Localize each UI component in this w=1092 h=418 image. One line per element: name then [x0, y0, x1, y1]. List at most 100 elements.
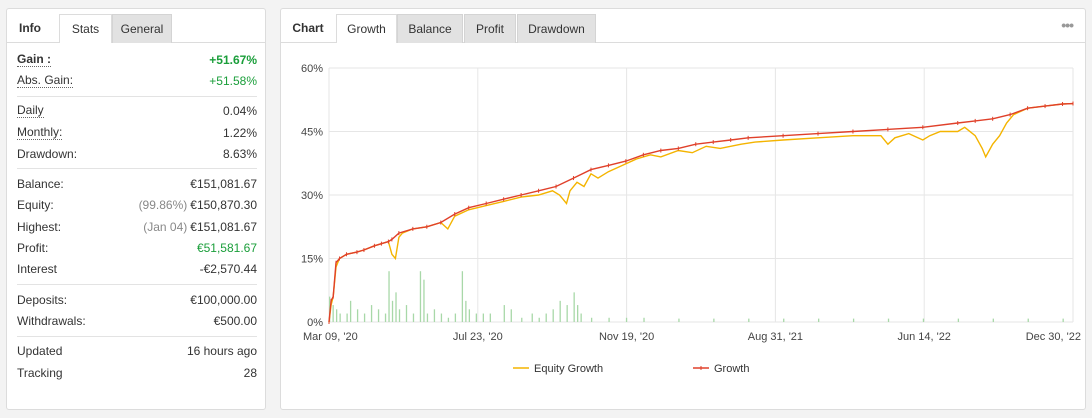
volume-bar	[391, 300, 394, 322]
tab-drawdown[interactable]: Drawdown	[517, 14, 596, 43]
deposits-label: Deposits:	[17, 292, 68, 307]
deposits-value: €100,000.00	[190, 292, 257, 307]
volume-bar	[405, 305, 408, 322]
tracking-label: Tracking	[17, 365, 63, 380]
y-tick-label: 45%	[301, 127, 323, 139]
volume-bar	[531, 313, 533, 322]
gain-label[interactable]: Gain :	[17, 51, 52, 67]
stat-deposits: Deposits: €100,000.00	[17, 289, 257, 310]
volume-bar	[922, 318, 925, 322]
x-tick-label: Jun 14, '22	[897, 331, 950, 343]
monthly-label[interactable]: Monthly:	[17, 124, 63, 140]
drawdown-label: Drawdown:	[17, 146, 78, 161]
gain-value: +51.67%	[209, 52, 257, 67]
tab-balance[interactable]: Balance	[397, 14, 463, 43]
highest-date: (Jan 04)	[143, 219, 188, 234]
stat-monthly: Monthly: 1.22%	[17, 122, 257, 143]
more-dots-icon[interactable]: •••	[1061, 17, 1074, 33]
abs-gain-label[interactable]: Abs. Gain:	[17, 72, 74, 88]
tab-profit[interactable]: Profit	[464, 14, 516, 43]
volume-bar	[384, 313, 387, 322]
equity-value: €150,870.30	[190, 198, 257, 213]
volume-bar	[510, 309, 512, 322]
stat-highest: Highest: (Jan 04) €151,081.67	[17, 216, 257, 237]
volume-bar	[545, 313, 547, 322]
volume-bar	[388, 271, 390, 322]
stat-withdrawals: Withdrawals: €500.00	[17, 310, 257, 331]
x-tick-label: Nov 19, '20	[599, 331, 654, 343]
stats-list: Gain : +51.67% Abs. Gain: +51.58% Daily …	[7, 43, 265, 383]
volume-bar	[433, 309, 436, 322]
stat-daily: Daily 0.04%	[17, 101, 257, 122]
volume-bar	[713, 318, 715, 322]
divider	[17, 95, 257, 97]
volume-bar	[559, 300, 561, 322]
highest-value: €151,081.67	[190, 219, 257, 234]
tab-chart[interactable]: Chart	[292, 21, 324, 35]
volume-bar	[818, 318, 820, 322]
divider	[17, 283, 257, 285]
tab-info[interactable]: Info	[19, 21, 41, 35]
divider	[17, 168, 257, 170]
drawdown-value: 8.63%	[222, 146, 257, 161]
left-tabbar: Info Stats General	[7, 9, 265, 43]
stats-panel: Info Stats General Gain : +51.67% Abs. G…	[6, 8, 266, 410]
volume-bar	[440, 313, 443, 322]
monthly-value: 1.22%	[222, 125, 257, 140]
volume-bar	[454, 313, 457, 322]
volume-bar	[580, 313, 582, 322]
legend-growth: Growth	[714, 363, 749, 375]
volume-bar	[346, 313, 348, 322]
volume-bar	[339, 313, 341, 322]
y-tick-label: 0%	[307, 317, 323, 329]
tab-stats[interactable]: Stats	[59, 14, 112, 43]
tab-growth[interactable]: Growth	[336, 14, 397, 43]
x-tick-label: Aug 31, '21	[748, 331, 803, 343]
stat-profit: Profit: €51,581.67	[17, 237, 257, 258]
volume-bar	[482, 313, 484, 322]
volume-bar	[566, 305, 568, 322]
volume-bar	[332, 305, 334, 322]
divider	[17, 335, 257, 337]
volume-bar	[363, 313, 366, 322]
y-tick-label: 15%	[301, 254, 323, 266]
volume-bar	[643, 317, 645, 322]
stat-interest: Interest -€2,570.44	[17, 259, 257, 280]
stat-drawdown: Drawdown: 8.63%	[17, 143, 257, 164]
x-tick-label: Jul 23, '20	[453, 331, 503, 343]
volume-bar	[783, 318, 785, 322]
volume-bar	[538, 317, 540, 322]
volume-bar	[1027, 318, 1029, 322]
volume-bar	[625, 317, 628, 322]
volume-bar	[447, 317, 450, 322]
tab-general[interactable]: General	[112, 14, 172, 43]
volume-bar	[395, 292, 397, 322]
volume-bar	[423, 279, 425, 322]
volume-bar	[678, 318, 680, 322]
volume-bar	[489, 313, 491, 322]
legend-equity-growth: Equity Growth	[534, 363, 603, 375]
equity-growth-line	[328, 102, 1074, 323]
volume-bar	[552, 309, 554, 322]
chart-panel: Chart Growth Balance Profit Drawdown •••…	[280, 8, 1086, 410]
equity-value-wrap: (99.86%) €150,870.30	[139, 198, 257, 212]
volume-bar	[992, 318, 994, 322]
volume-bar	[398, 309, 401, 322]
chart-tabbar: Chart Growth Balance Profit Drawdown •••	[281, 9, 1085, 43]
volume-bar	[503, 305, 505, 322]
daily-label[interactable]: Daily	[17, 103, 44, 119]
profit-label: Profit:	[17, 241, 49, 256]
growth-chart: 0% 15% 30% 45% 60% Mar 09, '20 Jul 23, '20 Nov …	[301, 63, 1081, 375]
volume-bar	[419, 271, 422, 322]
y-tick-label: 60%	[301, 63, 323, 75]
volume-bar	[573, 292, 575, 322]
equity-label: Equity:	[17, 198, 54, 213]
profit-value: €51,581.67	[196, 241, 257, 256]
balance-value: €151,081.67	[190, 177, 257, 192]
volume-bar	[577, 305, 579, 322]
volume-bar	[887, 318, 890, 322]
y-tick-label: 30%	[301, 190, 323, 202]
volume-bar	[356, 309, 359, 322]
volume-bar	[335, 309, 338, 322]
volume-bar	[468, 309, 471, 322]
